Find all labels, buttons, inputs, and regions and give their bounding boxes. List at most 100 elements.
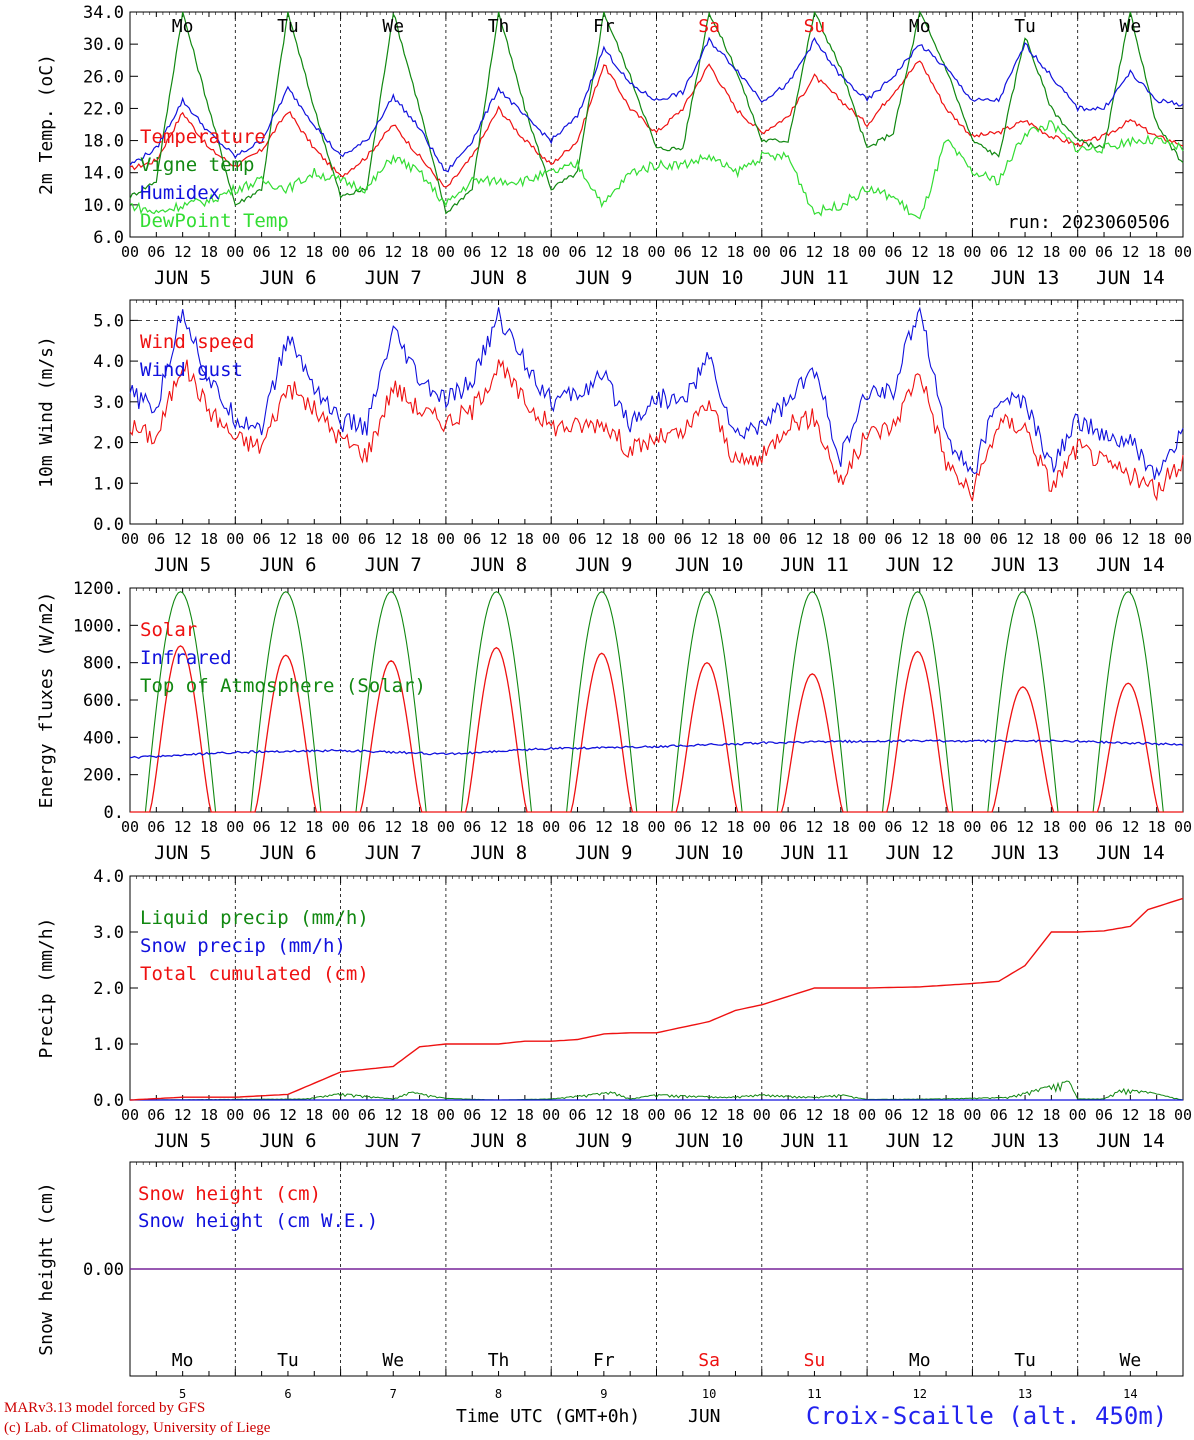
legend-dewpoint-temp: DewPoint Temp [140, 210, 289, 232]
temp-y-axis-label: 2m Temp. (oC) [36, 54, 57, 195]
hour-tick-label: 18 [726, 818, 744, 836]
date-label: JUN 8 [470, 1130, 527, 1152]
hour-tick-label: 06 [1095, 1106, 1113, 1124]
hour-tick-label: 00 [1174, 530, 1192, 548]
date-label: JUN 14 [1096, 1130, 1165, 1152]
hour-tick-label: 12 [174, 1106, 192, 1124]
hour-tick-label: 06 [779, 818, 797, 836]
hour-tick-label: 18 [305, 818, 323, 836]
hour-tick-label: 06 [674, 243, 692, 261]
hour-tick-label: 00 [647, 818, 665, 836]
hour-tick-label: 12 [595, 530, 613, 548]
hour-tick-label: 06 [147, 530, 165, 548]
legend-snow-height-cm-: Snow height (cm) [138, 1183, 321, 1205]
hour-tick-label: 06 [568, 818, 586, 836]
date-label: JUN 10 [675, 267, 744, 289]
y-tick-label: 26.0 [83, 67, 124, 87]
legend-snow-precip-mm-h-: Snow precip (mm/h) [140, 935, 346, 957]
hour-tick-label: 12 [1121, 243, 1139, 261]
weekday-label: Mo [172, 16, 194, 37]
hour-tick-label: 06 [1095, 818, 1113, 836]
y-tick-label: 14.0 [83, 164, 124, 184]
y-tick-label: 4.0 [93, 352, 124, 372]
day-number-label: 13 [1018, 1387, 1032, 1401]
hour-tick-label: 00 [121, 530, 139, 548]
x-axis-title: Time UTC (GMT+0h) [456, 1406, 641, 1427]
hour-tick-label: 12 [805, 530, 823, 548]
hour-tick-label: 00 [1174, 243, 1192, 261]
hour-tick-label: 00 [1174, 1106, 1192, 1124]
series-line-liquid-precip [130, 1080, 1184, 1101]
hour-tick-label: 06 [674, 818, 692, 836]
date-label: JUN 5 [154, 1130, 211, 1152]
hour-tick-label: 06 [884, 1106, 902, 1124]
weekday-label: Th [488, 16, 510, 37]
hour-tick-label: 12 [595, 818, 613, 836]
hour-tick-label: 12 [805, 243, 823, 261]
series-line-vigne-temp [129, 10, 1184, 215]
hour-tick-label: 12 [1121, 818, 1139, 836]
date-label: JUN 14 [1096, 554, 1165, 576]
hour-tick-label: 00 [647, 530, 665, 548]
hour-tick-label: 06 [358, 818, 376, 836]
hour-tick-label: 00 [753, 243, 771, 261]
hour-tick-label: 18 [1148, 530, 1166, 548]
hour-tick-label: 06 [147, 1106, 165, 1124]
hour-tick-label: 18 [516, 1106, 534, 1124]
date-label: JUN 6 [259, 554, 316, 576]
series-line-solar [130, 645, 1183, 813]
hour-tick-label: 00 [1174, 818, 1192, 836]
legend-total-cumulated-cm-: Total cumulated (cm) [140, 963, 369, 985]
hour-tick-label: 06 [463, 530, 481, 548]
hour-tick-label: 00 [753, 530, 771, 548]
date-label: JUN 11 [780, 1130, 849, 1152]
hour-tick-label: 00 [1069, 1106, 1087, 1124]
hour-tick-label: 12 [911, 530, 929, 548]
hour-tick-label: 00 [437, 818, 455, 836]
date-label: JUN 11 [780, 842, 849, 864]
y-tick-label: 2.0 [93, 434, 124, 454]
hour-tick-label: 00 [1069, 818, 1087, 836]
hour-tick-label: 18 [621, 818, 639, 836]
hour-tick-label: 06 [253, 818, 271, 836]
hour-tick-label: 12 [805, 818, 823, 836]
date-label: JUN 14 [1096, 267, 1165, 289]
weekday-label: Mo [909, 1350, 931, 1371]
hour-tick-label: 18 [621, 243, 639, 261]
day-number-label: 5 [179, 1387, 186, 1401]
hour-tick-label: 06 [253, 1106, 271, 1124]
hour-tick-label: 06 [674, 530, 692, 548]
y-tick-label: 34.0 [83, 3, 124, 23]
series-line-total-cumulated [129, 897, 1184, 1101]
hour-tick-label: 06 [147, 818, 165, 836]
hour-tick-label: 06 [568, 243, 586, 261]
weekday-label: Tu [277, 16, 299, 37]
day-number-label: 7 [390, 1387, 397, 1401]
series-line-infrared [129, 739, 1184, 760]
hour-tick-label: 00 [121, 1106, 139, 1124]
hour-tick-label: 00 [858, 1106, 876, 1124]
panel-frame [129, 299, 1184, 525]
date-label: JUN 7 [365, 267, 422, 289]
series-line-dewpoint-temp [129, 120, 1184, 220]
hour-tick-label: 12 [384, 243, 402, 261]
date-label: JUN 14 [1096, 842, 1165, 864]
hour-tick-label: 00 [542, 243, 560, 261]
hour-tick-label: 06 [253, 243, 271, 261]
y-tick-label: 22.0 [83, 99, 124, 119]
date-label: JUN 13 [991, 1130, 1060, 1152]
hour-tick-label: 18 [411, 1106, 429, 1124]
hour-tick-label: 06 [358, 1106, 376, 1124]
hour-tick-label: 00 [226, 243, 244, 261]
y-tick-label: 3.0 [93, 393, 124, 413]
day-number-label: 14 [1123, 1387, 1137, 1401]
weekday-label: Th [488, 1350, 510, 1371]
hour-tick-label: 18 [937, 1106, 955, 1124]
hour-tick-label: 00 [858, 530, 876, 548]
hour-tick-label: 12 [1121, 1106, 1139, 1124]
hour-tick-label: 00 [437, 243, 455, 261]
weekday-label: Tu [1014, 1350, 1036, 1371]
hour-tick-label: 12 [384, 818, 402, 836]
day-number-label: 6 [284, 1387, 291, 1401]
y-tick-label: 3.0 [93, 923, 124, 943]
